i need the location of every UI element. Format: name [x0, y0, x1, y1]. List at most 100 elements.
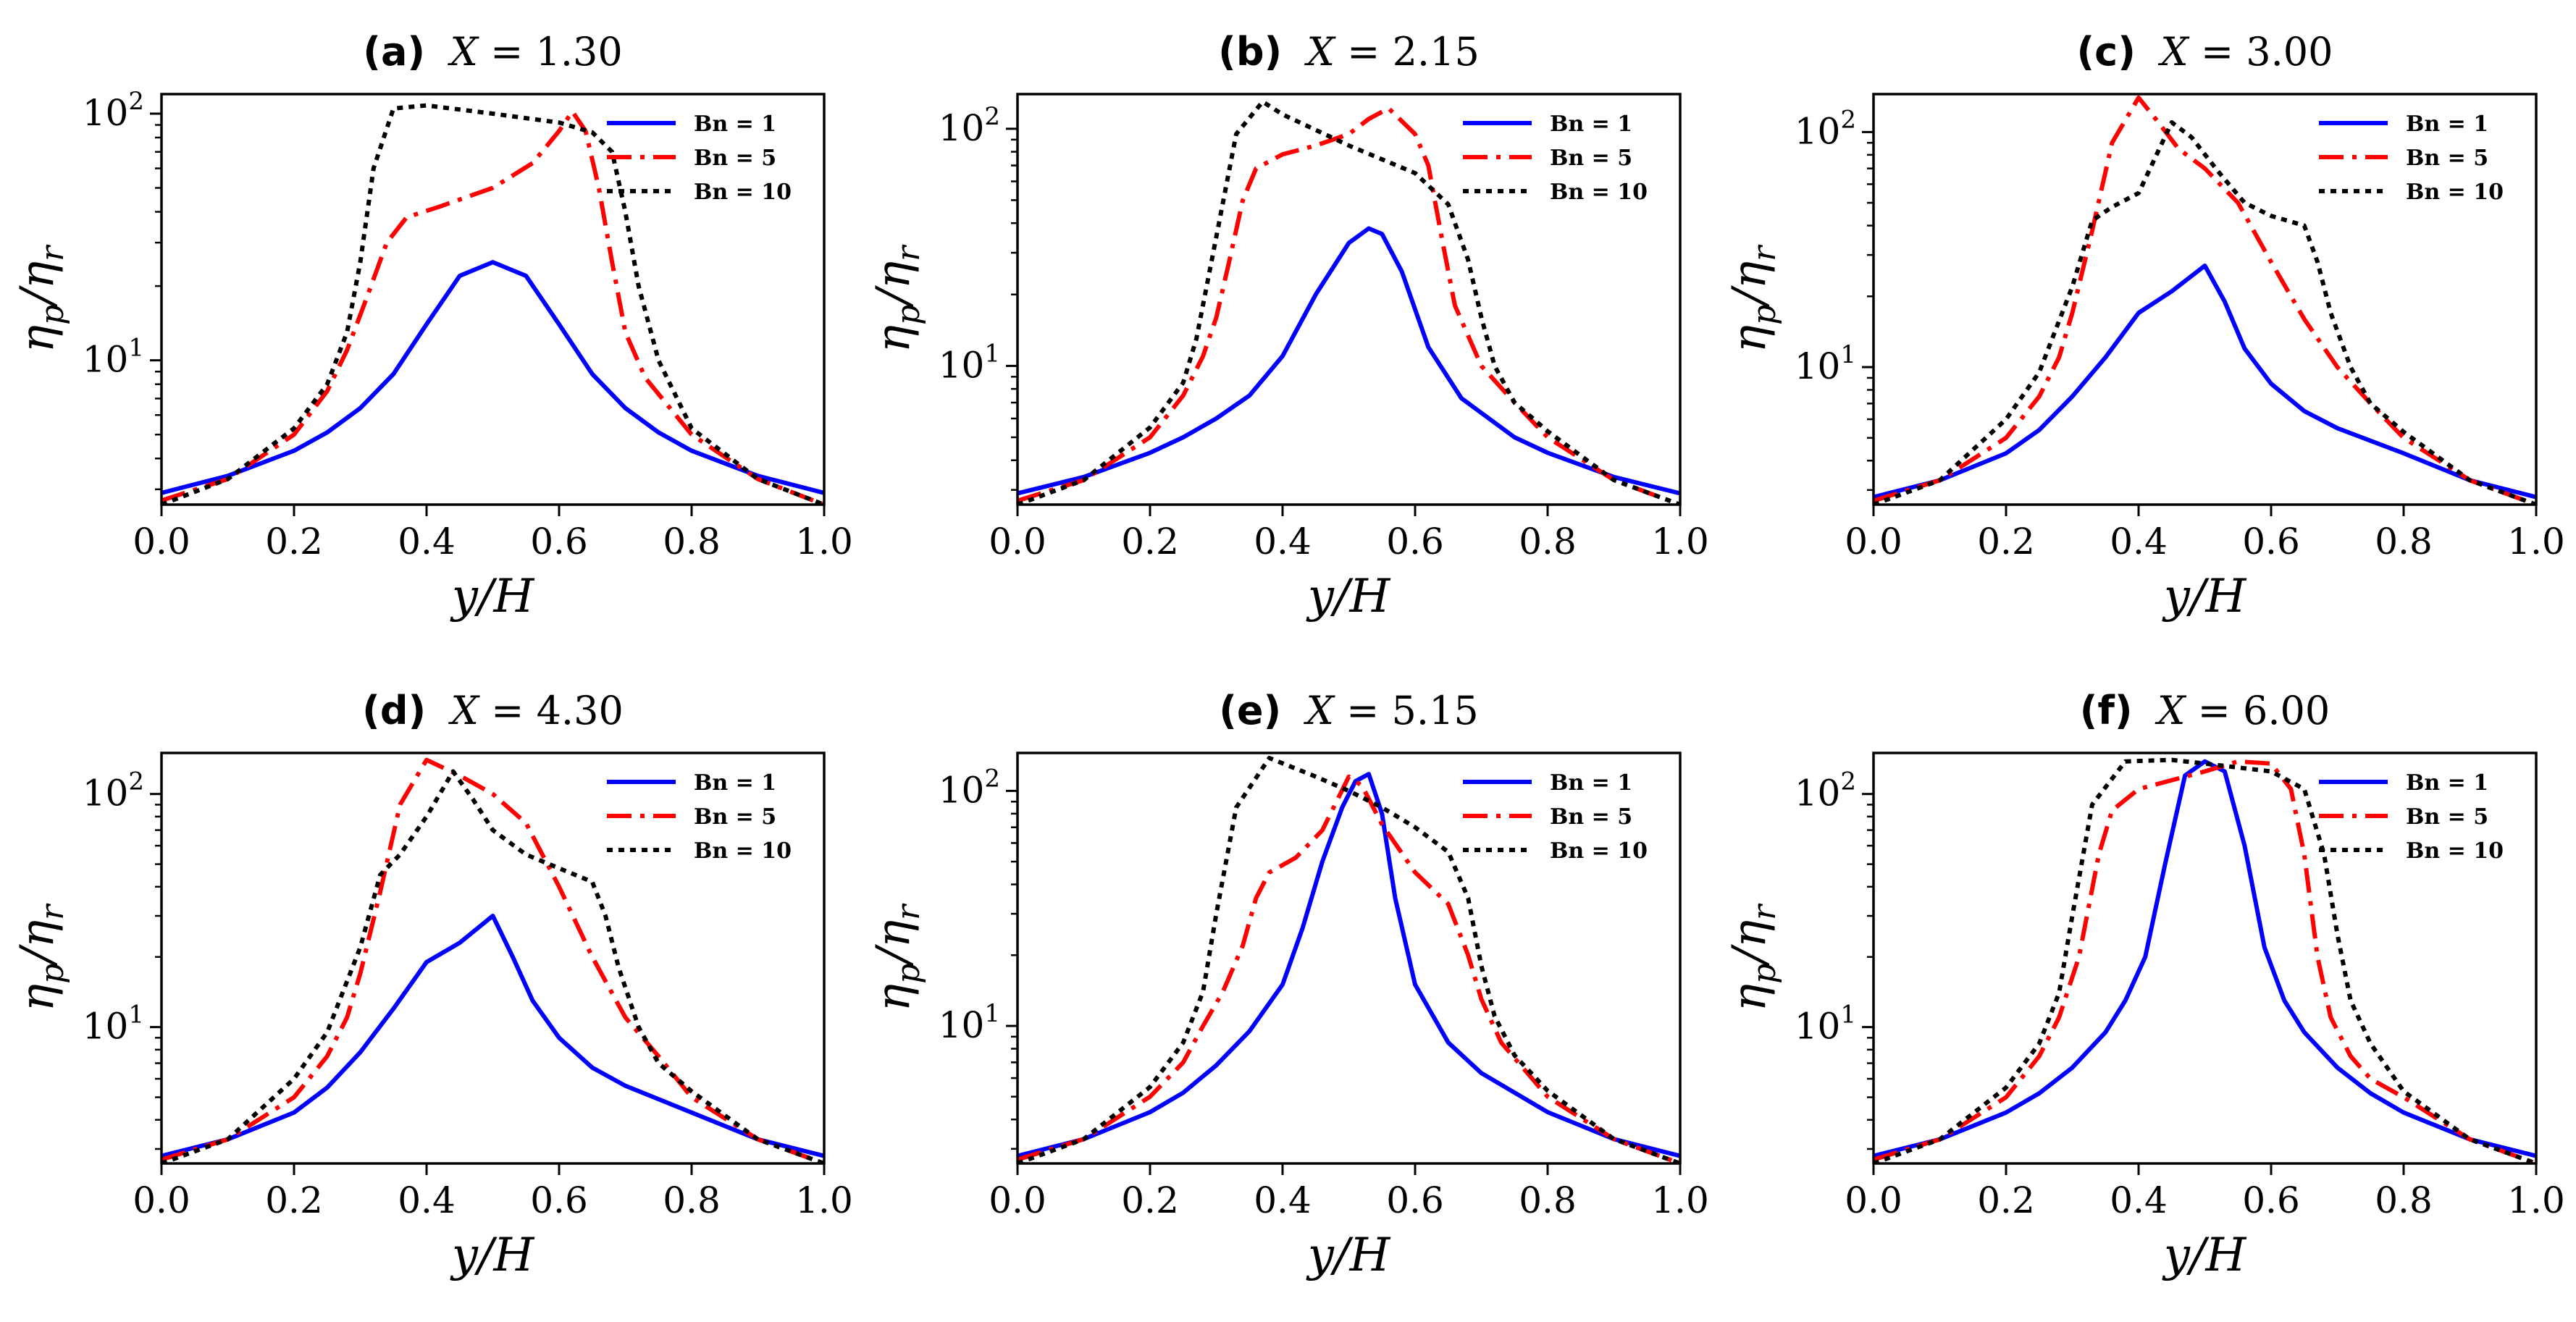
axes-frame: [160, 751, 826, 1165]
legend-label: Bn = 1: [1550, 770, 1632, 796]
panel-a: (a) X = 1.30 101 102 0.0 0.2 0.4 0.6 0.8 1.0 y/H η…: [11, 29, 853, 623]
x-tick-label: 0.0: [989, 521, 1046, 563]
x-tick-label: 0.6: [2242, 521, 2300, 563]
x-tick-label: 0.6: [1386, 521, 1444, 563]
axes-frame: [160, 93, 826, 506]
legend: Bn = 1 Bn = 5 Bn = 10: [1463, 770, 1648, 864]
x-tick-label: 0.4: [1254, 521, 1312, 563]
series-line-bn1: [1018, 226, 1680, 496]
legend-label: Bn = 10: [2406, 838, 2504, 864]
legend: Bn = 1 Bn = 5 Bn = 10: [1463, 111, 1648, 205]
x-tick-label: 0.2: [265, 521, 323, 563]
x-axis-label: y/H: [2162, 570, 2247, 623]
plot-area: [1874, 95, 2536, 505]
x-tick-label: 0.2: [1977, 521, 2035, 563]
x-tick-label: 0.8: [663, 521, 721, 563]
x-tick-label: 0.0: [133, 1179, 190, 1221]
x-tick-label: 0.6: [530, 1179, 588, 1221]
x-tick-label: 0.0: [1845, 1179, 1902, 1221]
x-tick-label: 0.6: [2242, 1179, 2300, 1221]
series-line-bn5: [1018, 106, 1680, 505]
x-tick-label: 0.8: [1519, 521, 1577, 563]
x-tick-label: 0.6: [1386, 1179, 1444, 1221]
x-tick-label: 0.2: [1977, 1179, 2035, 1221]
y-tick-label: 101: [939, 339, 1000, 386]
legend-label: Bn = 1: [2406, 111, 2488, 137]
y-tick-label: 102: [1795, 105, 1856, 152]
x-axis-label: y/H: [1306, 1229, 1391, 1282]
legend-label: Bn = 1: [694, 111, 776, 137]
legend-label: Bn = 1: [1550, 111, 1632, 137]
panel-title: (b) X = 2.15: [1218, 29, 1480, 75]
plot-area: [1874, 757, 2536, 1163]
legend-label: Bn = 10: [694, 180, 792, 205]
panel-title: (c) X = 3.00: [2077, 29, 2333, 75]
x-tick-label: 0.2: [1121, 521, 1179, 563]
x-tick-label: 0.2: [1121, 1179, 1179, 1221]
legend-label: Bn = 5: [1550, 146, 1632, 171]
series-line-bn1: [1018, 772, 1680, 1158]
y-tick-label: 101: [1795, 1001, 1856, 1048]
series-line-bn1: [161, 914, 824, 1158]
plot-area: [161, 757, 824, 1163]
y-tick-label: 102: [939, 102, 1000, 149]
plot-area: [1018, 756, 1680, 1163]
series-line-bn10: [1018, 99, 1680, 505]
x-axis-label: y/H: [1306, 570, 1391, 623]
legend-label: Bn = 10: [1550, 838, 1648, 864]
legend: Bn = 1 Bn = 5 Bn = 10: [2319, 770, 2504, 864]
y-tick-label: 101: [83, 1001, 144, 1048]
x-tick-label: 1.0: [795, 521, 853, 563]
x-tick-label: 0.0: [989, 1179, 1046, 1221]
panel-b: (b) X = 2.15 101 102 0.0 0.2 0.4 0.6 0.8 1.0 y/H η…: [867, 29, 1709, 623]
panel-title: (e) X = 5.15: [1219, 688, 1479, 733]
x-tick-label: 1.0: [1651, 1179, 1709, 1221]
legend-label: Bn = 5: [1550, 804, 1632, 830]
axes-frame: [1872, 93, 2538, 506]
series-line-bn10: [161, 769, 824, 1163]
x-tick-label: 0.8: [2375, 521, 2433, 563]
x-tick-label: 0.0: [133, 521, 190, 563]
plot-area: [1018, 99, 1680, 505]
x-tick-label: 0.8: [1519, 1179, 1577, 1221]
y-axis-label: ηp/ηr: [867, 903, 927, 1011]
series-line-bn1: [161, 260, 824, 495]
legend-label: Bn = 5: [2406, 146, 2488, 171]
x-tick-label: 0.4: [398, 521, 456, 563]
y-axis-label: ηp/ηr: [867, 244, 927, 353]
panel-title: (f) X = 6.00: [2080, 688, 2330, 733]
y-tick-label: 102: [83, 87, 144, 134]
x-tick-label: 0.6: [530, 521, 588, 563]
panel-f: (f) X = 6.00 101 102 0.0 0.2 0.4 0.6 0.8 1.0 y/H η…: [1723, 688, 2565, 1282]
series-line-bn1: [1874, 759, 2536, 1158]
y-tick-label: 102: [83, 767, 144, 814]
series-line-bn5: [1874, 95, 2536, 505]
x-tick-label: 0.4: [2110, 1179, 2168, 1221]
panel-c: (c) X = 3.00 101 102 0.0 0.2 0.4 0.6 0.8 1.0 y/H η…: [1723, 29, 2565, 623]
legend-label: Bn = 5: [694, 804, 776, 830]
legend: Bn = 1 Bn = 5 Bn = 10: [607, 111, 792, 205]
y-tick-label: 102: [1795, 767, 1856, 814]
series-line-bn10: [161, 103, 824, 505]
y-tick-label: 102: [939, 764, 1000, 811]
legend: Bn = 1 Bn = 5 Bn = 10: [2319, 111, 2504, 205]
x-tick-label: 0.2: [265, 1179, 323, 1221]
series-line-bn10: [1874, 757, 2536, 1163]
axes-frame: [1016, 751, 1682, 1165]
x-tick-label: 0.8: [2375, 1179, 2433, 1221]
panel-e: (e) X = 5.15 101 102 0.0 0.2 0.4 0.6 0.8 1.0 y/H η…: [867, 688, 1709, 1282]
x-tick-label: 0.4: [398, 1179, 456, 1221]
legend-label: Bn = 10: [1550, 180, 1648, 205]
panel-title: (d) X = 4.30: [362, 688, 624, 733]
x-axis-label: y/H: [450, 570, 535, 623]
y-tick-label: 101: [939, 999, 1000, 1046]
legend: Bn = 1 Bn = 5 Bn = 10: [607, 770, 792, 864]
series-line-bn5: [1018, 774, 1680, 1163]
x-tick-label: 0.0: [1845, 521, 1902, 563]
y-tick-label: 101: [83, 334, 144, 381]
x-tick-label: 0.4: [2110, 521, 2168, 563]
legend-label: Bn = 1: [2406, 770, 2488, 796]
legend-label: Bn = 1: [694, 770, 776, 796]
series-line-bn5: [161, 109, 824, 505]
y-axis-label: ηp/ηr: [1723, 244, 1783, 353]
